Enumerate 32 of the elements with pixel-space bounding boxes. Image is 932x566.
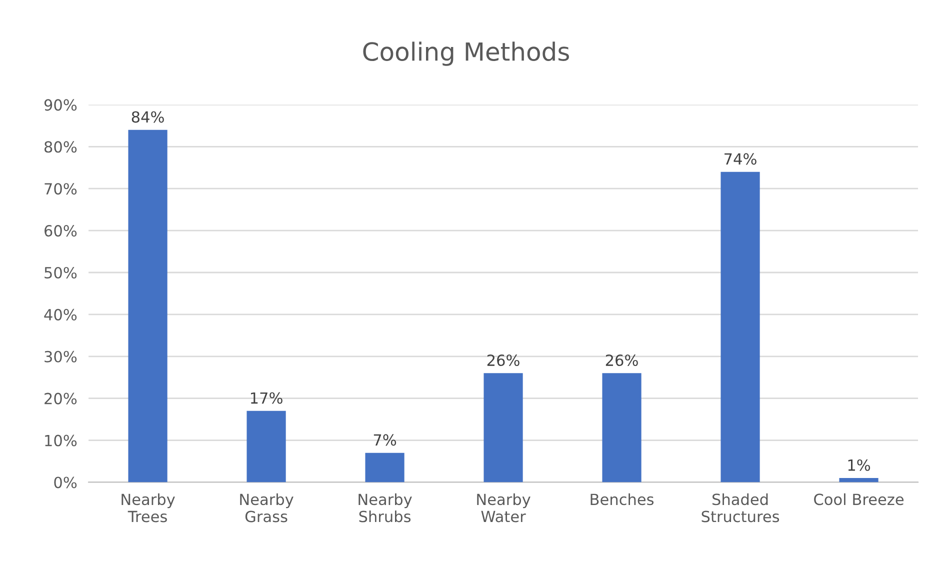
y-tick-label: 80% <box>44 141 77 153</box>
bar <box>602 373 642 482</box>
data-label: 84% <box>132 111 164 123</box>
y-tick-label: 70% <box>44 183 77 195</box>
y-tick-label: 60% <box>44 225 77 237</box>
x-tick-label: Benches <box>590 493 654 506</box>
data-label: 7% <box>374 434 396 446</box>
data-label: 74% <box>724 153 756 165</box>
x-tick-label: Nearby Trees <box>122 493 175 522</box>
y-tick-label: 40% <box>44 308 77 320</box>
data-label: 1% <box>848 459 870 471</box>
x-tick-label: Nearby Grass <box>240 493 294 522</box>
bar <box>365 452 404 482</box>
x-tick-label: Cool Breeze <box>814 493 904 506</box>
data-label: 26% <box>487 354 520 366</box>
bar <box>720 172 760 482</box>
chart-title: Cooling Methods <box>363 42 569 66</box>
x-tick-label: Shaded Structures <box>702 493 780 522</box>
data-label: 17% <box>250 392 282 404</box>
bar <box>128 130 168 482</box>
y-tick-label: 30% <box>44 350 77 362</box>
y-tick-label: 10% <box>45 434 77 446</box>
y-tick-label: 0% <box>54 476 77 488</box>
bar <box>246 410 286 482</box>
x-tick-label: Nearby Shrubs <box>358 493 412 522</box>
y-tick-label: 50% <box>44 266 77 279</box>
x-tick-label: Nearby Water <box>477 493 530 522</box>
bar <box>484 373 523 482</box>
bar <box>839 478 878 482</box>
data-label: 26% <box>606 354 638 366</box>
y-tick-label: 20% <box>44 392 77 404</box>
y-tick-label: 90% <box>44 99 77 111</box>
